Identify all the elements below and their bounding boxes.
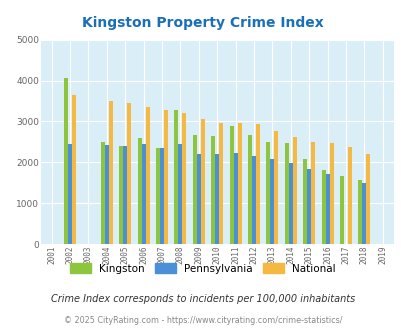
Bar bbox=[362, 183, 365, 244]
Text: Kingston Property Crime Index: Kingston Property Crime Index bbox=[82, 16, 323, 30]
Bar bbox=[192, 135, 196, 244]
Bar bbox=[64, 79, 68, 244]
Bar bbox=[339, 176, 343, 244]
Bar bbox=[127, 103, 131, 244]
Bar bbox=[123, 146, 127, 244]
Bar bbox=[182, 113, 186, 244]
Bar bbox=[270, 159, 274, 244]
Bar bbox=[72, 95, 76, 244]
Bar bbox=[252, 156, 256, 244]
Bar bbox=[109, 101, 113, 244]
Bar bbox=[196, 154, 200, 244]
Text: © 2025 CityRating.com - https://www.cityrating.com/crime-statistics/: © 2025 CityRating.com - https://www.city… bbox=[64, 316, 341, 325]
Bar bbox=[284, 143, 288, 244]
Bar bbox=[164, 111, 168, 244]
Bar bbox=[347, 147, 351, 244]
Bar bbox=[178, 144, 182, 244]
Bar bbox=[325, 174, 329, 244]
Bar bbox=[233, 153, 237, 244]
Bar bbox=[219, 123, 223, 244]
Bar bbox=[237, 123, 241, 244]
Bar bbox=[100, 142, 104, 244]
Bar bbox=[200, 119, 205, 244]
Bar bbox=[119, 146, 123, 244]
Bar bbox=[358, 180, 362, 244]
Bar bbox=[365, 154, 369, 244]
Bar bbox=[292, 137, 296, 244]
Bar bbox=[266, 142, 270, 244]
Bar bbox=[174, 111, 178, 244]
Bar bbox=[303, 159, 307, 244]
Bar bbox=[215, 154, 219, 244]
Bar bbox=[145, 107, 149, 244]
Bar bbox=[247, 135, 252, 244]
Bar bbox=[137, 138, 141, 244]
Bar bbox=[311, 142, 315, 244]
Text: Crime Index corresponds to incidents per 100,000 inhabitants: Crime Index corresponds to incidents per… bbox=[51, 294, 354, 304]
Legend: Kingston, Pennsylvania, National: Kingston, Pennsylvania, National bbox=[70, 263, 335, 274]
Bar bbox=[274, 131, 278, 244]
Bar bbox=[229, 125, 233, 244]
Bar bbox=[321, 170, 325, 244]
Bar bbox=[307, 169, 311, 244]
Bar bbox=[160, 148, 164, 244]
Bar bbox=[329, 143, 333, 244]
Bar bbox=[288, 163, 292, 244]
Bar bbox=[211, 136, 215, 244]
Bar bbox=[256, 124, 260, 244]
Bar bbox=[68, 144, 72, 244]
Bar bbox=[104, 145, 109, 244]
Bar bbox=[156, 148, 160, 244]
Bar bbox=[141, 144, 145, 244]
